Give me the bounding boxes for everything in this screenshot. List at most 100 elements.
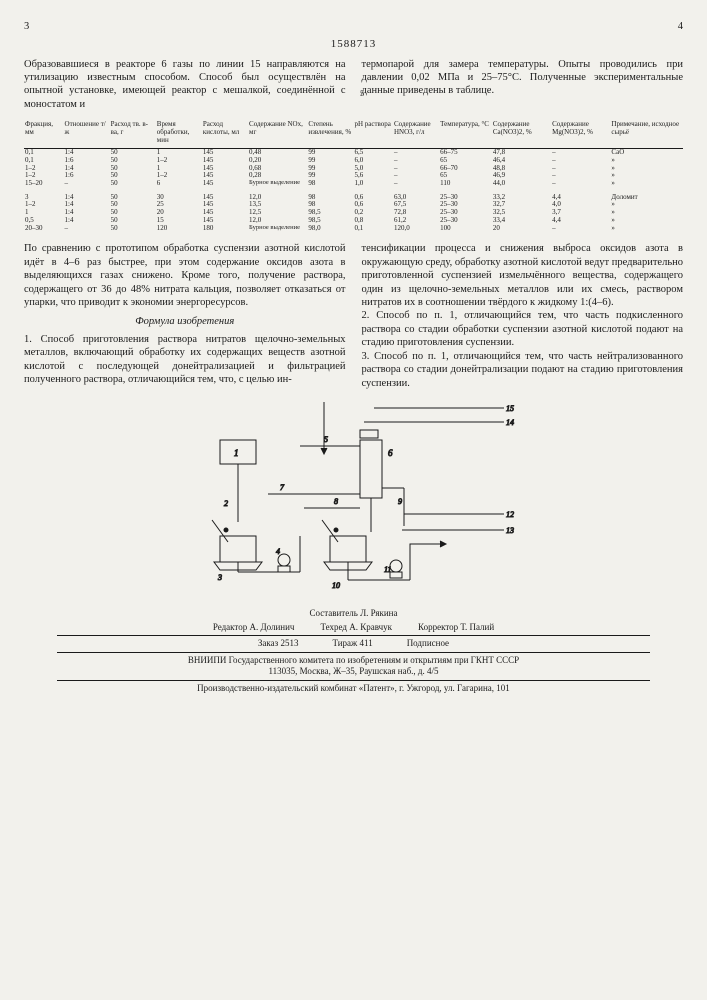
table-cell: 1–2: [24, 165, 64, 173]
table-cell: 145: [202, 180, 248, 188]
table-cell: 25–30: [439, 201, 492, 209]
table-cell: 145: [202, 188, 248, 202]
table-cell: 48,8: [492, 165, 551, 173]
table-cell: 5,0: [353, 165, 393, 173]
th-8: Содержание HNO3, г/л: [393, 121, 439, 149]
intro-right-paragraph: термопарой для замера температуры. Опыты…: [362, 58, 684, 112]
table-cell: –: [64, 225, 110, 233]
table-cell: 12,0: [248, 188, 307, 202]
table-cell: 44,0: [492, 180, 551, 188]
table-cell: 120: [156, 225, 202, 233]
table-cell: 4,4: [551, 217, 610, 225]
table-cell: »: [610, 157, 683, 165]
table-cell: 50: [110, 157, 156, 165]
table-cell: 72,8: [393, 209, 439, 217]
table-cell: 5,6: [353, 172, 393, 180]
table-cell: –: [393, 165, 439, 173]
svg-text:4: 4: [276, 547, 280, 556]
table-cell: 3,7: [551, 209, 610, 217]
table-cell: »: [610, 172, 683, 180]
table-cell: 1:4: [64, 149, 110, 157]
table-cell: 1:4: [64, 201, 110, 209]
table-cell: 1: [156, 149, 202, 157]
table-cell: 32,5: [492, 209, 551, 217]
th-6: Степень извлечения, %: [307, 121, 353, 149]
table-cell: 0,1: [24, 157, 64, 165]
table-cell: 25–30: [439, 209, 492, 217]
table-cell: Доломит: [610, 188, 683, 202]
table-cell: 63,0: [393, 188, 439, 202]
table-cell: 50: [110, 225, 156, 233]
right-body: тенсификации процесса и снижения выброса…: [362, 242, 684, 309]
table-cell: 1–2: [24, 201, 64, 209]
table-cell: 0,28: [248, 172, 307, 180]
address-line: 113035, Москва, Ж–35, Раушская наб., д. …: [24, 666, 683, 678]
table-cell: 120,0: [393, 225, 439, 233]
th-0: Фракция, мм: [24, 121, 64, 149]
table-cell: 46,4: [492, 157, 551, 165]
table-cell: 99: [307, 165, 353, 173]
experimental-data-table: Фракция, мм Отношение т/ж Расход тв. в-в…: [24, 121, 683, 232]
table-cell: –: [551, 165, 610, 173]
table-cell: »: [610, 225, 683, 233]
table-cell: 145: [202, 201, 248, 209]
table-cell: 1–2: [24, 172, 64, 180]
svg-text:8: 8: [334, 497, 338, 506]
flow-diagram: 15 14 1 2 5 6: [184, 396, 524, 606]
table-cell: 1:6: [64, 172, 110, 180]
table-cell: 65: [439, 157, 492, 165]
order-no: Заказ 2513: [258, 638, 299, 650]
th-1: Отношение т/ж: [64, 121, 110, 149]
table-cell: 12,0: [248, 217, 307, 225]
svg-text:1: 1: [234, 448, 239, 458]
table-cell: 145: [202, 209, 248, 217]
table-cell: 1:4: [64, 165, 110, 173]
table-cell: 145: [202, 217, 248, 225]
table-cell: 30: [156, 188, 202, 202]
th-5: Содержание NOx, мг: [248, 121, 307, 149]
table-cell: 66–75: [439, 149, 492, 157]
th-9: Температура, °С: [439, 121, 492, 149]
th-11: Содержание Mg(NO3)2, %: [551, 121, 610, 149]
table-cell: 32,7: [492, 201, 551, 209]
table-cell: 15: [156, 217, 202, 225]
compare-paragraph: По сравнению с прототипом обработка сусп…: [24, 242, 346, 309]
table-cell: 1:4: [64, 217, 110, 225]
table-cell: 98: [307, 180, 353, 188]
table-cell: 99: [307, 157, 353, 165]
table-cell: »: [610, 165, 683, 173]
table-cell: 33,2: [492, 188, 551, 202]
table-cell: 110: [439, 180, 492, 188]
svg-text:3: 3: [217, 573, 222, 582]
table-cell: 66–70: [439, 165, 492, 173]
table-cell: 145: [202, 172, 248, 180]
table-cell: 1:4: [64, 209, 110, 217]
table-cell: 25: [156, 201, 202, 209]
table-cell: 50: [110, 209, 156, 217]
table-cell: 1:6: [64, 157, 110, 165]
table-cell: 25–30: [439, 217, 492, 225]
table-cell: 33,4: [492, 217, 551, 225]
th-4: Расход кислоты, мл: [202, 121, 248, 149]
table-cell: 0,1: [24, 149, 64, 157]
table-cell: 0,6: [353, 188, 393, 202]
tirazh: Тираж 411: [332, 638, 372, 650]
table-cell: –: [393, 172, 439, 180]
table-cell: 50: [110, 201, 156, 209]
table-cell: »: [610, 209, 683, 217]
tehred: Техред А. Кравчук: [320, 622, 392, 634]
table-cell: 0,1: [353, 225, 393, 233]
table-cell: 15–20: [24, 180, 64, 188]
svg-text:10: 10: [332, 581, 340, 590]
subscr: Подписное: [407, 638, 449, 650]
table-cell: Бурное выделение: [248, 180, 307, 188]
table-cell: 3: [24, 188, 64, 202]
credits-block: Составитель Л. Рякина Редактор А. Долини…: [24, 608, 683, 694]
table-cell: 1: [156, 165, 202, 173]
svg-text:13: 13: [506, 526, 514, 535]
table-cell: 4,0: [551, 201, 610, 209]
table-cell: –: [393, 149, 439, 157]
table-cell: 100: [439, 225, 492, 233]
table-cell: 145: [202, 157, 248, 165]
claim-1: 1. Способ приготовления раствора нитрато…: [24, 333, 346, 387]
